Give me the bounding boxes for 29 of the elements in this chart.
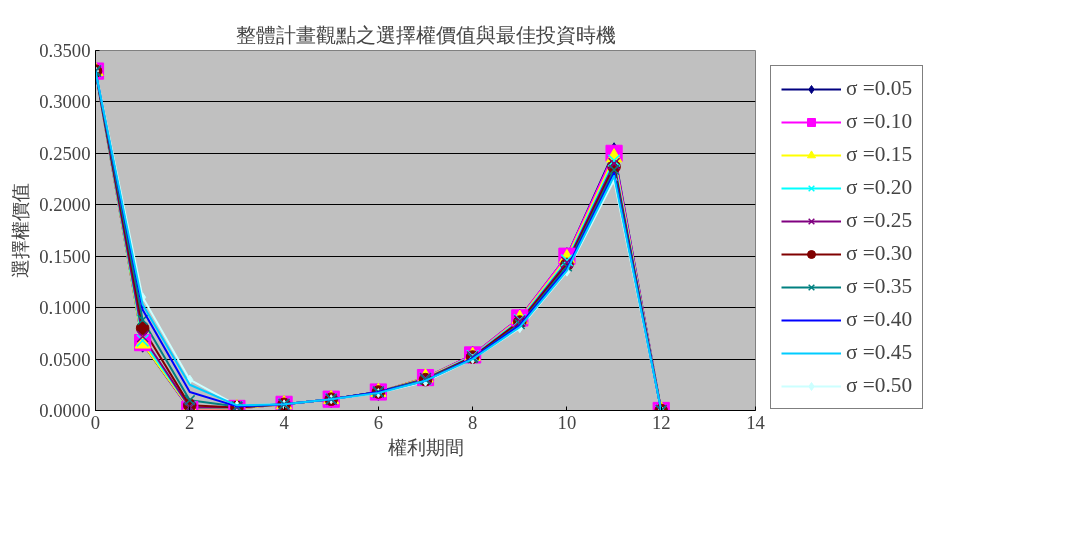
x-tick-label: 10 (557, 411, 577, 433)
x-axis-title: 權利期間 (387, 436, 464, 458)
chart-title: 整體計畫觀點之選擇權價值與最佳投資時機 (235, 23, 616, 46)
y-axis-title: 選擇權價值 (10, 183, 32, 278)
y-tick-label: 0.3000 (39, 91, 91, 113)
y-tick-label: 0.2000 (39, 194, 91, 216)
legend-label: σ =0.40 (846, 307, 913, 332)
y-tick-label: 0.1500 (39, 245, 91, 267)
legend-label: σ =0.45 (846, 340, 913, 365)
legend-label: σ =0.50 (846, 373, 913, 398)
y-tick-label: 0.2500 (39, 142, 91, 164)
x-tick-label: 12 (651, 411, 671, 433)
y-tick-label: 0.0000 (39, 400, 91, 421)
x-tick-label: 6 (373, 411, 384, 433)
legend-label: σ =0.10 (846, 109, 913, 134)
y-tick-label: 0.1000 (39, 297, 91, 319)
legend-label: σ =0.25 (846, 208, 913, 233)
legend-label: σ =0.05 (846, 76, 913, 101)
legend-label: σ =0.35 (846, 274, 913, 299)
y-tick-label: 0.3500 (39, 40, 91, 61)
legend-label: σ =0.20 (846, 175, 913, 200)
x-tick-label: 14 (746, 411, 766, 433)
y-tick-label: 0.0500 (39, 348, 91, 370)
legend-label: σ =0.15 (846, 142, 913, 167)
x-tick-label: 8 (467, 411, 478, 433)
x-tick-label: 0 (90, 411, 101, 433)
legend-label: σ =0.30 (846, 241, 913, 266)
x-tick-label: 2 (185, 411, 195, 433)
x-tick-label: 4 (279, 411, 290, 433)
